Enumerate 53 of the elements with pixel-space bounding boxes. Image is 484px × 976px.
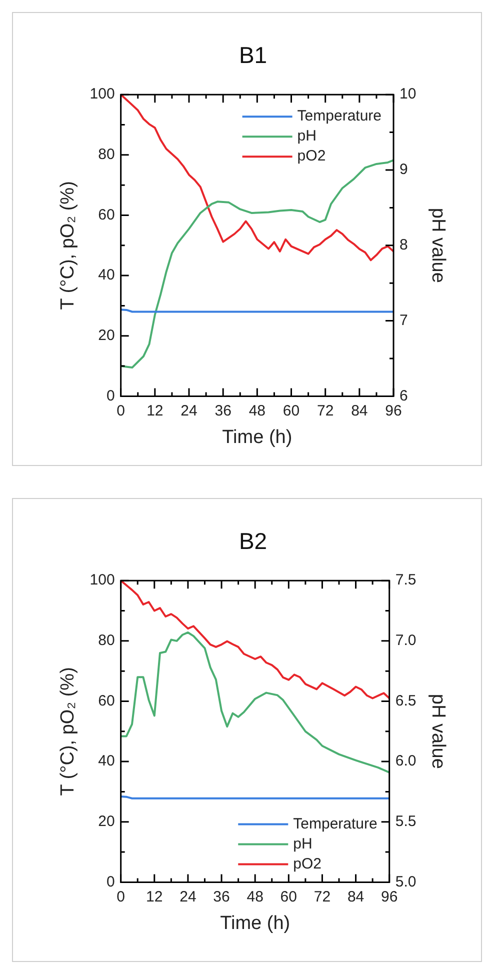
chart-title: B2 bbox=[238, 528, 268, 554]
x-tick-label: 96 bbox=[381, 888, 398, 906]
x-tick-label: 24 bbox=[180, 888, 196, 906]
legend-label: pO2 bbox=[293, 855, 322, 872]
y-tick-label: 40 bbox=[98, 752, 115, 770]
x-tick-label: 72 bbox=[317, 402, 334, 420]
y-tick-label: 60 bbox=[98, 692, 115, 710]
y2-axis-title: pH value bbox=[427, 208, 448, 283]
x-tick-label: 12 bbox=[146, 402, 164, 420]
y-tick-label: 80 bbox=[98, 146, 115, 164]
legend-label: pO2 bbox=[297, 148, 326, 165]
y2-tick-label: 7 bbox=[400, 312, 408, 329]
chart-title: B1 bbox=[238, 42, 268, 68]
y-tick-label: 20 bbox=[98, 327, 115, 344]
y-tick-label: 80 bbox=[98, 632, 115, 650]
y-axis-title: T (°C), pO₂ (%) bbox=[58, 667, 79, 796]
y2-tick-label: 5.0 bbox=[395, 873, 416, 890]
y2-tick-label: 6.5 bbox=[395, 692, 416, 710]
y-tick-label: 0 bbox=[106, 387, 115, 404]
y2-tick-label: 5.5 bbox=[395, 813, 416, 830]
y-tick-label: 100 bbox=[90, 86, 115, 103]
y2-tick-label: 7.5 bbox=[395, 572, 416, 589]
legend-label: Temperature bbox=[297, 108, 382, 125]
y2-tick-label: 8 bbox=[400, 236, 408, 254]
legend-label: pH bbox=[297, 128, 316, 145]
x-tick-label: 36 bbox=[214, 402, 232, 420]
y2-axis-title: pH value bbox=[427, 694, 448, 769]
y2-tick-label: 10 bbox=[400, 86, 416, 103]
x-tick-label: 84 bbox=[351, 402, 368, 420]
y-axis-title: T (°C), pO₂ (%) bbox=[58, 181, 79, 310]
x-tick-label: 72 bbox=[314, 888, 331, 906]
x-tick-label: 12 bbox=[146, 888, 163, 906]
y2-tick-label: 7.0 bbox=[395, 632, 416, 650]
x-tick-label: 24 bbox=[180, 402, 198, 420]
x-axis-title: Time (h) bbox=[222, 426, 292, 448]
y-tick-label: 100 bbox=[90, 572, 115, 589]
y-tick-label: 0 bbox=[106, 873, 115, 890]
x-tick-label: 48 bbox=[248, 402, 266, 420]
y-tick-label: 20 bbox=[98, 813, 115, 830]
x-tick-label: 84 bbox=[347, 888, 364, 906]
y-tick-label: 40 bbox=[98, 266, 115, 284]
x-tick-label: 96 bbox=[385, 402, 402, 420]
y2-tick-label: 9 bbox=[400, 161, 408, 178]
y-tick-label: 60 bbox=[98, 206, 115, 224]
y2-tick-label: 6.0 bbox=[395, 752, 416, 770]
legend-label: pH bbox=[293, 835, 312, 852]
x-tick-label: 36 bbox=[213, 888, 230, 906]
x-tick-label: 48 bbox=[246, 888, 264, 906]
x-axis-title: Time (h) bbox=[220, 912, 290, 934]
legend-label: Temperature bbox=[293, 815, 378, 832]
y2-tick-label: 6 bbox=[400, 387, 408, 404]
x-tick-label: 60 bbox=[282, 402, 300, 420]
x-tick-label: 60 bbox=[280, 888, 297, 906]
